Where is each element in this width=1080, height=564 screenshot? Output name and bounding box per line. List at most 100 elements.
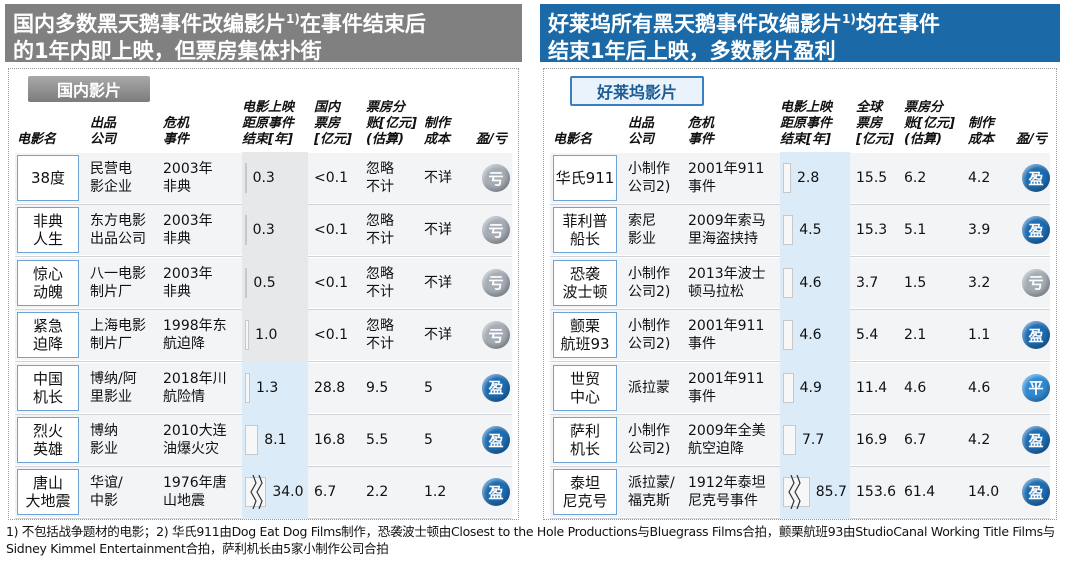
header-line: 出品 <box>90 116 117 131</box>
cell-line: 3.2 <box>968 274 991 291</box>
table-cell: 6.7 <box>314 467 360 517</box>
table-cell: 不详 <box>424 258 468 308</box>
cell-line: <0.1 <box>314 222 348 239</box>
cell-line: 2009年索马 <box>688 213 766 230</box>
cell-line: 4.2 <box>968 432 991 448</box>
cell-line: 惊心 <box>32 264 63 283</box>
years-value: 0.3 <box>252 222 275 239</box>
cell-line: 世贸 <box>569 369 600 388</box>
cell-line: 公司2) <box>628 283 671 300</box>
table-cell: 5 <box>424 415 468 465</box>
cell-line: 航险情 <box>163 388 205 405</box>
table-cell: 2009年索马 里海盗挟持 <box>688 205 776 255</box>
column-header: 制作 成本 <box>424 92 476 148</box>
header-line: 制作 <box>424 116 451 131</box>
column-header: 电影名 <box>17 92 87 148</box>
column-header: 电影上映 距原事件 结束[年] <box>780 92 858 148</box>
header-line: 公司 <box>628 132 655 147</box>
years-bar <box>245 267 248 298</box>
table-cell: 61.4 <box>904 467 954 517</box>
result-icon: 盈 <box>1022 478 1050 507</box>
axis-break <box>250 475 263 510</box>
cell-line: 民营电 <box>90 161 132 177</box>
movie-name: 菲利普 船长 <box>553 207 617 254</box>
cell-line: 4.6 <box>968 379 991 396</box>
cell-line: 不详 <box>424 274 452 291</box>
cell-line: 忽略 <box>366 161 394 177</box>
table-cell: 不详 <box>424 310 468 360</box>
cell-line: 博纳 <box>90 423 118 439</box>
years-bar <box>245 163 247 193</box>
result-icon: 亏 <box>482 268 510 297</box>
cell-line: 制片厂 <box>90 283 132 300</box>
cell-line: 波士顿 <box>562 282 608 301</box>
years-background <box>242 361 308 415</box>
cell-line: 2009年全美 <box>688 423 766 439</box>
cell-line: 福克斯 <box>628 493 670 510</box>
years-bar <box>245 320 250 351</box>
years-background <box>242 204 308 258</box>
table-cell: <0.1 <box>314 153 360 203</box>
table-cell: 小制作 公司2) <box>628 153 686 203</box>
years-bar <box>783 372 794 403</box>
cell-line: 博纳/阿 <box>90 370 137 387</box>
cell-line: 38度 <box>30 169 66 187</box>
years-bar <box>783 163 791 193</box>
table-cell: 153.6 <box>856 467 900 517</box>
cell-line: 16.9 <box>856 432 888 448</box>
cell-line: 4.2 <box>968 170 991 186</box>
cell-line: 恐袭 <box>569 264 600 283</box>
table-cell: 忽略 不计 <box>366 205 418 255</box>
cell-line: 小制作 <box>628 318 670 335</box>
cell-line: 非典 <box>163 179 191 195</box>
title-footnote-ref: 1) <box>286 12 300 26</box>
header-line: 距原事件 <box>242 116 295 131</box>
cell-line: 非典 <box>32 212 63 231</box>
cell-line: 2001年911 <box>688 161 765 177</box>
table-cell: 5.5 <box>366 415 418 465</box>
cell-line: 1912年泰坦 <box>688 475 766 492</box>
table-cell: <0.1 <box>314 258 360 308</box>
cell-line: 2.2 <box>366 484 389 501</box>
table-cell: 3.7 <box>856 258 900 308</box>
break-mark <box>794 475 801 510</box>
cell-line: 派拉蒙 <box>628 379 670 396</box>
cell-line: 2001年911 <box>688 370 765 387</box>
header-line: 票房 <box>314 116 341 131</box>
cell-line: 1.2 <box>424 484 447 501</box>
title-footnote-ref: 1) <box>842 12 856 26</box>
header-line: 事件 <box>163 132 190 147</box>
cell-line: 4.6 <box>904 379 927 396</box>
break-mark <box>250 475 257 510</box>
cell-line: 萨利 <box>569 422 600 440</box>
cell-line: 英雄 <box>32 440 63 458</box>
cell-line: 不计 <box>366 231 394 248</box>
header-line: 票房分 <box>904 100 944 115</box>
cell-line: 1.5 <box>904 274 927 291</box>
result-icon: 亏 <box>482 321 510 350</box>
cell-line: 泰坦 <box>569 474 600 493</box>
cell-line: 东方电影 <box>90 213 146 230</box>
cell-line: 28.8 <box>314 379 346 396</box>
years-value: 7.7 <box>801 432 825 448</box>
cell-line: 中心 <box>569 387 600 406</box>
cell-line: 出品公司 <box>90 231 146 248</box>
table-cell: 1.1 <box>968 310 1008 360</box>
cell-line: 事件 <box>688 179 716 195</box>
cell-line: 紧急 <box>32 317 63 336</box>
cell-line: <0.1 <box>314 274 348 291</box>
table-cell: 2010大连 油爆火灾 <box>163 415 237 465</box>
header-line: (估算) <box>904 132 942 147</box>
cell-line: 大地震 <box>25 492 71 511</box>
header-line: 盈/亏 <box>1016 132 1047 147</box>
years-value: 2.8 <box>797 170 820 186</box>
header-line: 事件 <box>688 132 715 147</box>
table-cell: 1976年唐 山地震 <box>163 467 237 517</box>
result-icon: 盈 <box>1022 164 1050 192</box>
footnote: 1) 不包括战争题材的电影；2) 华氏911由Dog Eat Dog Films… <box>6 524 1056 556</box>
title-part: 在事件结束后的1年内即上映，但票房集体扑街 <box>13 12 426 63</box>
cell-line: 1998年东 <box>163 318 227 335</box>
years-value: 0.5 <box>253 274 276 291</box>
table-cell: 小制作 公司2) <box>628 415 686 465</box>
years-background <box>242 256 308 310</box>
